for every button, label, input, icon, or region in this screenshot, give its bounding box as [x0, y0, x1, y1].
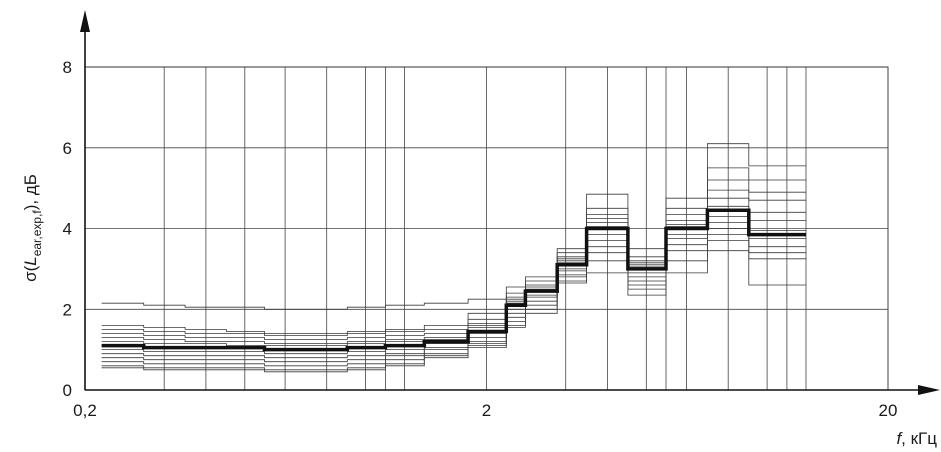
y-axis-arrow	[80, 10, 90, 32]
x-axis-arrow	[918, 385, 940, 395]
x-axis-label-rest: , кГц	[901, 429, 937, 448]
y-axis-label-pre: σ(	[21, 265, 40, 281]
series-line-thin	[101, 240, 806, 371]
y-tick-label: 0	[63, 381, 72, 400]
x-axis-label-var: f	[896, 429, 903, 448]
y-axis-label-sub: ear,exp,f	[30, 210, 44, 257]
series-line-mean	[101, 208, 806, 352]
y-tick-label: 2	[63, 300, 72, 319]
y-axis-label-post: ), дБ	[21, 174, 40, 210]
y-axis-label-var: L	[21, 256, 40, 265]
y-axis-label: σ(Lear,exp,f), дБ	[21, 174, 44, 282]
x-tick-label: 0,2	[73, 401, 97, 420]
y-tick-label: 6	[63, 139, 72, 158]
series-line-thin	[101, 189, 806, 340]
axes	[80, 10, 940, 395]
x-axis-label: f, кГц	[896, 429, 937, 448]
series-layer	[101, 143, 806, 373]
tick-labels: 0 2 4 6 8 0,2 2 20	[63, 58, 898, 420]
y-tick-label: 8	[63, 58, 72, 77]
x-tick-label: 20	[879, 401, 898, 420]
series-line-thin	[101, 250, 806, 373]
series-line-thin	[101, 179, 806, 336]
y-tick-label: 4	[63, 220, 72, 239]
x-tick-label: 2	[482, 401, 491, 420]
